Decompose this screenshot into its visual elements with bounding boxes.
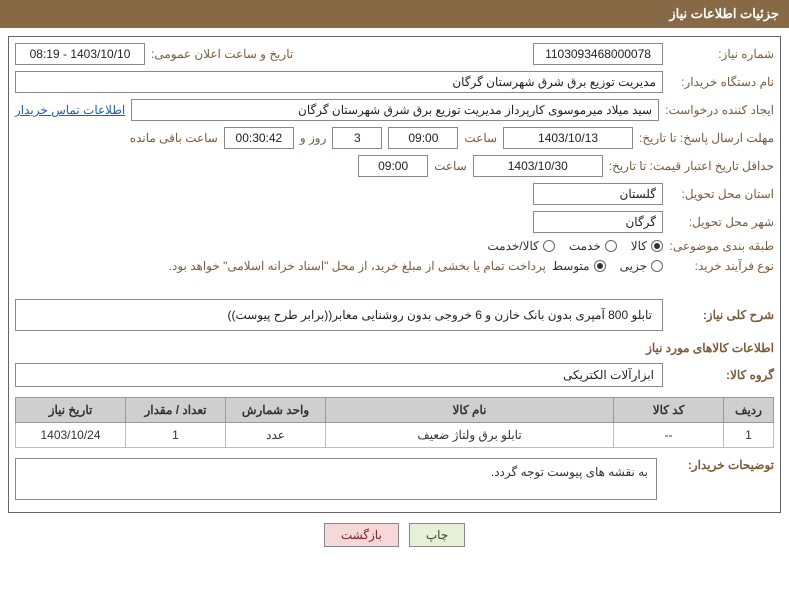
response-time-value: 09:00 xyxy=(388,127,458,149)
days-value: 3 xyxy=(332,127,382,149)
need-number-label: شماره نیاز: xyxy=(669,47,774,61)
countdown-value: 00:30:42 xyxy=(224,127,294,149)
td-unit: عدد xyxy=(226,423,326,448)
buyer-org-label: نام دستگاه خریدار: xyxy=(669,75,774,89)
purchase-note: پرداخت تمام یا بخشی از مبلغ خرید، از محل… xyxy=(169,259,546,273)
row-validity: حداقل تاریخ اعتبار قیمت: تا تاریخ: 1403/… xyxy=(15,155,774,177)
remaining-label: ساعت باقی مانده xyxy=(130,131,218,145)
goods-group-value: ابزارآلات الکتریکی xyxy=(15,363,663,387)
details-panel: شماره نیاز: 1103093468000078 تاریخ و ساع… xyxy=(8,36,781,513)
buyer-notes-label: توضیحات خریدار: xyxy=(669,458,774,472)
row-category: طبقه بندی موضوعی: کالا خدمت کالا/خدمت xyxy=(15,239,774,253)
row-goods-group: گروه کالا: ابزارآلات الکتریکی xyxy=(15,359,774,391)
delivery-city-value: گرگان xyxy=(533,211,663,233)
td-row: 1 xyxy=(724,423,774,448)
need-summary-value: تابلو 800 آمپری بدون بانک خازن و 6 خروجی… xyxy=(15,299,663,331)
validity-date-value: 1403/10/30 xyxy=(473,155,603,177)
radio-goods[interactable]: کالا xyxy=(631,239,663,253)
radio-medium[interactable]: متوسط xyxy=(552,259,606,273)
th-row: ردیف xyxy=(724,398,774,423)
page-header: جزئیات اطلاعات نیاز xyxy=(0,0,789,28)
radio-goods-circle xyxy=(651,240,663,252)
radio-goods-service[interactable]: کالا/خدمت xyxy=(487,239,554,253)
delivery-province-label: استان محل تحویل: xyxy=(669,187,774,201)
page-title: جزئیات اطلاعات نیاز xyxy=(669,6,779,21)
table-header-row: ردیف کد کالا نام کالا واحد شمارش تعداد /… xyxy=(16,398,774,423)
category-label: طبقه بندی موضوعی: xyxy=(669,239,774,253)
radio-goods-label: کالا xyxy=(631,239,647,253)
response-date-value: 1403/10/13 xyxy=(503,127,633,149)
th-need-date: تاریخ نیاز xyxy=(16,398,126,423)
response-deadline-label: مهلت ارسال پاسخ: تا تاریخ: xyxy=(639,131,774,145)
td-qty: 1 xyxy=(126,423,226,448)
td-name: تابلو برق ولتاژ ضعیف xyxy=(326,423,614,448)
need-summary-label: شرح کلی نیاز: xyxy=(669,308,774,322)
validity-time-value: 09:00 xyxy=(358,155,428,177)
row-purchase-type: نوع فرآیند خرید: جزیی متوسط پرداخت تمام … xyxy=(15,259,774,273)
radio-goods-service-circle xyxy=(543,240,555,252)
validity-label: حداقل تاریخ اعتبار قیمت: تا تاریخ: xyxy=(609,159,774,173)
radio-minor[interactable]: جزیی xyxy=(620,259,663,273)
row-buyer-notes: توضیحات خریدار: به نقشه های پیوست توجه گ… xyxy=(15,458,774,500)
row-delivery-province: استان محل تحویل: گلستان xyxy=(15,183,774,205)
radio-goods-service-label: کالا/خدمت xyxy=(487,239,538,253)
contact-link[interactable]: اطلاعات تماس خریدار xyxy=(15,103,125,117)
row-need-number: شماره نیاز: 1103093468000078 تاریخ و ساع… xyxy=(15,43,774,65)
buyer-org-value: مدیریت توزیع برق شرق شهرستان گرگان xyxy=(15,71,663,93)
row-buyer-org: نام دستگاه خریدار: مدیریت توزیع برق شرق … xyxy=(15,71,774,93)
purchase-radio-group: جزیی متوسط xyxy=(552,259,663,273)
radio-service[interactable]: خدمت xyxy=(569,239,617,253)
time-label-1: ساعت xyxy=(464,131,497,145)
th-unit: واحد شمارش xyxy=(226,398,326,423)
row-delivery-city: شهر محل تحویل: گرگان xyxy=(15,211,774,233)
delivery-province-value: گلستان xyxy=(533,183,663,205)
th-name: نام کالا xyxy=(326,398,614,423)
table-row: 1 -- تابلو برق ولتاژ ضعیف عدد 1 1403/10/… xyxy=(16,423,774,448)
category-radio-group: کالا خدمت کالا/خدمت xyxy=(487,239,663,253)
print-button[interactable]: چاپ xyxy=(409,523,465,547)
th-code: کد کالا xyxy=(614,398,724,423)
requester-value: سید میلاد میرموسوی کارپرداز مدیریت توزیع… xyxy=(131,99,659,121)
announce-value: 1403/10/10 - 08:19 xyxy=(15,43,145,65)
button-row: چاپ بازگشت xyxy=(0,523,789,547)
radio-medium-circle xyxy=(594,260,606,272)
need-number-value: 1103093468000078 xyxy=(533,43,663,65)
days-and-label: روز و xyxy=(300,131,327,145)
radio-minor-label: جزیی xyxy=(620,259,647,273)
row-response-deadline: مهلت ارسال پاسخ: تا تاریخ: 1403/10/13 سا… xyxy=(15,127,774,149)
goods-group-label: گروه کالا: xyxy=(669,368,774,382)
goods-table: ردیف کد کالا نام کالا واحد شمارش تعداد /… xyxy=(15,397,774,448)
back-button[interactable]: بازگشت xyxy=(324,523,399,547)
delivery-city-label: شهر محل تحویل: xyxy=(669,215,774,229)
radio-medium-label: متوسط xyxy=(552,259,590,273)
purchase-type-label: نوع فرآیند خرید: xyxy=(669,259,774,273)
goods-info-label: اطلاعات کالاهای مورد نیاز xyxy=(15,341,774,355)
requester-label: ایجاد کننده درخواست: xyxy=(665,103,774,117)
radio-service-circle xyxy=(605,240,617,252)
row-need-summary: شرح کلی نیاز: تابلو 800 آمپری بدون بانک … xyxy=(15,295,774,335)
td-code: -- xyxy=(614,423,724,448)
th-qty: تعداد / مقدار xyxy=(126,398,226,423)
radio-minor-circle xyxy=(651,260,663,272)
time-label-2: ساعت xyxy=(434,159,467,173)
row-requester: ایجاد کننده درخواست: سید میلاد میرموسوی … xyxy=(15,99,774,121)
td-need-date: 1403/10/24 xyxy=(16,423,126,448)
buyer-notes-value: به نقشه های پیوست توجه گردد. xyxy=(15,458,657,500)
announce-label: تاریخ و ساعت اعلان عمومی: xyxy=(151,47,293,61)
radio-service-label: خدمت xyxy=(569,239,601,253)
